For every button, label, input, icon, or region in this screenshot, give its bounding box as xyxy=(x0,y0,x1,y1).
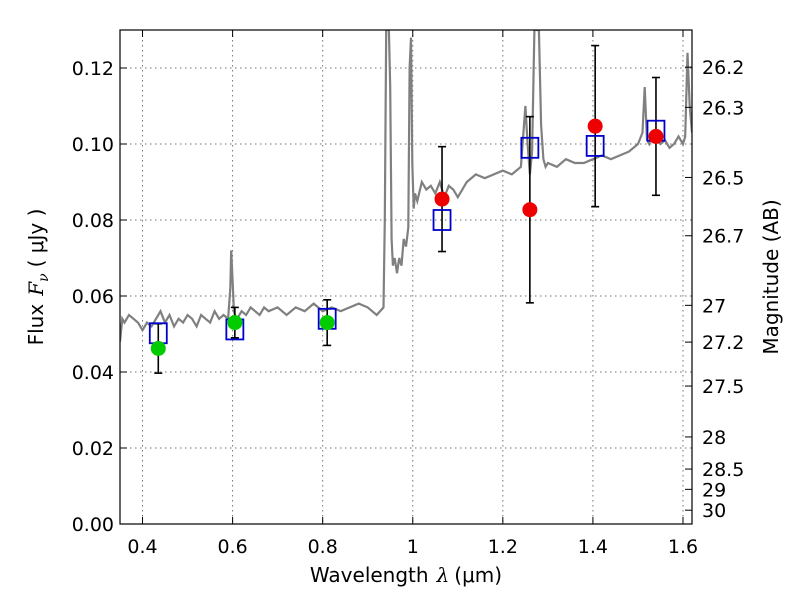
y2-axis-label: Magnitude (AB) xyxy=(759,199,783,354)
observed-point-nir xyxy=(648,128,664,144)
plot-frame xyxy=(119,29,693,525)
y2-tick-label: 27.2 xyxy=(702,332,744,354)
x-axis-ticks: 0.4 0.6 0.8 1 1.2 1.4 1.6 xyxy=(127,30,698,558)
y2-tick-label: 26.5 xyxy=(702,167,744,189)
sed-model-line xyxy=(120,30,692,342)
observed-point-optical xyxy=(319,315,335,331)
y-tick-label: 0.04 xyxy=(72,362,114,384)
y2-tick-label: 26.7 xyxy=(702,226,744,248)
observed-point-optical xyxy=(150,340,166,356)
y2-tick-label: 26.3 xyxy=(702,97,744,119)
y2-tick-label: 28.5 xyxy=(702,459,744,481)
model-point-square xyxy=(585,134,605,157)
model-point-square xyxy=(432,209,452,231)
y-tick-label: 0.10 xyxy=(72,134,114,156)
y2-tick-label: 28 xyxy=(702,427,726,449)
observed-point-optical xyxy=(227,315,243,331)
y-axis-ticks: 0.00 0.02 0.04 0.06 0.08 0.10 0.12 xyxy=(72,58,127,536)
x-tick-label: 1.6 xyxy=(668,536,698,558)
y2-tick-label: 26.2 xyxy=(702,57,744,79)
x-tick-label: 1.2 xyxy=(488,536,518,558)
x-tick-label: 0.4 xyxy=(127,536,157,558)
model-point-square xyxy=(520,136,540,159)
y2-tick-label: 27.5 xyxy=(702,376,744,398)
y2-tick-label: 29 xyxy=(702,479,726,501)
observed-point-nir xyxy=(587,118,603,134)
y-tick-label: 0.12 xyxy=(72,58,114,80)
x-axis-label: Wavelength λ (μm) xyxy=(310,563,502,587)
plot-area xyxy=(120,30,692,342)
y-tick-label: 0.06 xyxy=(72,286,114,308)
y2-tick-label: 30 xyxy=(702,500,726,522)
observed-point-nir xyxy=(434,191,450,207)
y-tick-label: 0.02 xyxy=(72,438,114,460)
y-axis-label: FluxFν( μJy ) xyxy=(24,209,52,346)
x-tick-label: 0.6 xyxy=(217,536,247,558)
x-tick-label: 1 xyxy=(407,536,419,558)
y-tick-label: 0.00 xyxy=(72,514,114,536)
observed-point-nir xyxy=(522,202,538,218)
x-tick-label: 0.8 xyxy=(308,536,338,558)
observed-photometry-points xyxy=(150,118,664,356)
grid-lines xyxy=(120,30,692,524)
y-tick-label: 0.08 xyxy=(72,210,114,232)
y2-tick-label: 27 xyxy=(702,295,726,317)
x-tick-label: 1.4 xyxy=(578,536,608,558)
